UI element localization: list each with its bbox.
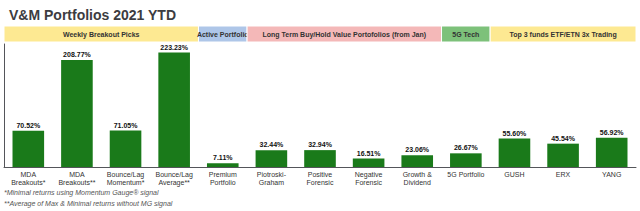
svg-text:Momentum*: Momentum* (107, 179, 145, 186)
svg-text:Positive: Positive (308, 171, 333, 178)
svg-text:Premium: Premium (209, 171, 237, 178)
svg-text:Average**: Average** (158, 179, 190, 187)
svg-text:Weekly Breakout Picks: Weekly Breakout Picks (63, 31, 140, 39)
svg-text:16.51%: 16.51% (357, 150, 382, 157)
svg-text:208.77%: 208.77% (63, 51, 91, 58)
svg-text:71.05%: 71.05% (114, 122, 139, 129)
svg-text:56.92%: 56.92% (600, 129, 625, 136)
svg-text:Dividend: Dividend (404, 179, 431, 186)
svg-text:Piotroski-: Piotroski- (257, 171, 287, 178)
svg-text:Portfolio: Portfolio (210, 179, 236, 186)
svg-text:**Average of Max & Minimal ret: **Average of Max & Minimal returns witho… (4, 200, 173, 208)
svg-text:YANG: YANG (602, 171, 621, 178)
svg-text:5G Portfolio: 5G Portfolio (447, 171, 484, 178)
svg-text:ERX: ERX (556, 171, 571, 178)
svg-text:32.94%: 32.94% (308, 141, 333, 148)
svg-text:70.52%: 70.52% (16, 122, 41, 129)
svg-text:V&M Portfolios 2021 YTD: V&M Portfolios 2021 YTD (9, 7, 176, 23)
svg-text:Breakouts**: Breakouts** (58, 179, 95, 186)
svg-text:Active Portfolio: Active Portfolio (197, 31, 249, 38)
svg-text:*Minimal returns using Momentu: *Minimal returns using Momentum Gauge® s… (4, 189, 159, 197)
svg-text:Growth &: Growth & (403, 171, 433, 178)
svg-text:Long Term Buy/Hold Value Porto: Long Term Buy/Hold Value Portofolios (fr… (263, 31, 427, 39)
svg-text:Top 3 funds ETF/ETN 3x Trading: Top 3 funds ETF/ETN 3x Trading (509, 31, 616, 39)
svg-text:55.60%: 55.60% (503, 130, 528, 137)
svg-text:223.23%: 223.23% (160, 44, 188, 51)
svg-text:5G Tech: 5G Tech (452, 31, 479, 38)
svg-text:Forensic: Forensic (355, 179, 382, 186)
svg-text:Forensic: Forensic (307, 179, 334, 186)
svg-text:Bounce/Lag: Bounce/Lag (155, 171, 192, 179)
svg-text:GUSH: GUSH (504, 171, 524, 178)
svg-text:23.06%: 23.06% (405, 146, 430, 153)
svg-text:Breakouts*: Breakouts* (11, 179, 46, 186)
svg-text:MDA: MDA (21, 171, 37, 178)
svg-text:32.44%: 32.44% (260, 141, 285, 148)
svg-text:Graham: Graham (259, 179, 284, 186)
svg-text:7.11%: 7.11% (213, 154, 233, 161)
svg-text:Bounce/Lag: Bounce/Lag (107, 171, 144, 179)
svg-text:26.67%: 26.67% (454, 144, 479, 151)
svg-text:45.54%: 45.54% (551, 135, 576, 142)
svg-text:Negative: Negative (355, 171, 383, 179)
svg-text:MDA: MDA (69, 171, 85, 178)
